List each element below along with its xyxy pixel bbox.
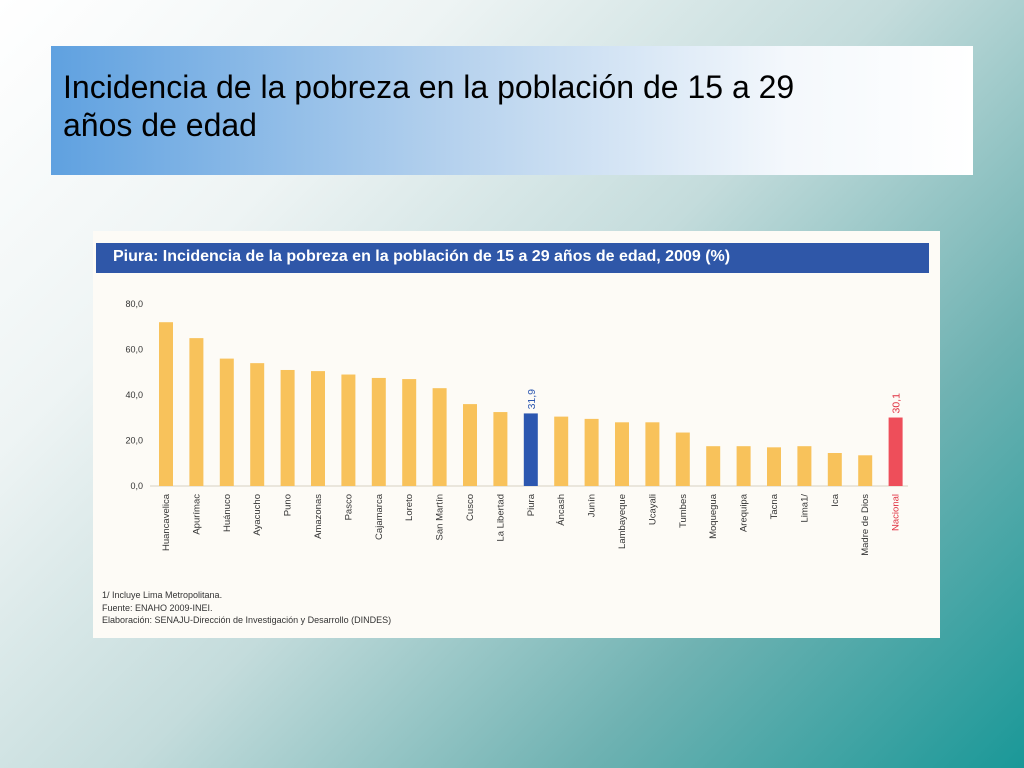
bar [402, 379, 417, 486]
slide-title-line-2: años de edad [63, 107, 257, 144]
bar [554, 416, 569, 486]
bar [675, 432, 690, 486]
x-tick-label: Madre de Dios [860, 494, 871, 556]
x-tick-label: Pasco [343, 494, 354, 520]
x-tick-label: Moquegua [708, 493, 719, 539]
x-tick-label: Arequipa [739, 493, 750, 532]
bar [280, 369, 295, 486]
chart-notes: 1/ Incluye Lima Metropolitana. Fuente: E… [102, 589, 391, 627]
bar [493, 412, 508, 486]
bar [219, 358, 234, 486]
bar [645, 422, 660, 486]
chart-title: Piura: Incidencia de la pobreza en la po… [113, 248, 731, 265]
chart-title-bar: Piura: Incidencia de la pobreza en la po… [96, 243, 929, 273]
chart-note: Elaboración: SENAJU-Dirección de Investi… [102, 615, 392, 625]
x-tick-label: Ucayali [647, 494, 658, 525]
bar [341, 374, 356, 486]
bar-chart: 0,0 20,0 40,0 60,0 80,0 Huancavelica Apurímac H… [125, 299, 908, 556]
x-tick-label: Huancavelica [161, 493, 172, 551]
chart-figure: Piura: Incidencia de la pobreza en la po… [93, 231, 940, 638]
y-tick-label: 60,0 [125, 345, 143, 355]
x-tick-label: Tacna [769, 493, 780, 519]
x-tick-label: Lima1/ [799, 494, 810, 523]
x-tick-label: Áncash [556, 494, 567, 526]
slide-title-line-1: Incidencia de la pobreza en la población… [63, 69, 795, 105]
bar [159, 322, 173, 486]
x-tick-label: Apurímac [191, 494, 202, 535]
data-label: 31,9 [526, 389, 538, 410]
bar [858, 455, 873, 486]
x-tick-label: Ayacucho [252, 494, 263, 536]
bar [736, 446, 751, 486]
data-label: 30,1 [891, 393, 903, 414]
x-tick-label: Junín [587, 494, 598, 517]
x-tick-label: Cajamarca [374, 493, 385, 540]
bar [584, 418, 599, 486]
x-tick-label: Cusco [465, 494, 476, 521]
slide-title: Incidencia de la pobreza en la población… [51, 46, 973, 175]
y-tick-label: 0,0 [130, 481, 143, 491]
x-tick-label: Amazonas [313, 494, 324, 539]
bar [706, 446, 721, 486]
bar [767, 447, 781, 486]
bar [523, 413, 538, 486]
bar [250, 363, 265, 486]
x-tick-label: Puno [283, 494, 294, 516]
bar [189, 338, 204, 486]
y-tick-label: 80,0 [125, 299, 143, 309]
x-tick-label: Lambayeque [617, 494, 628, 549]
x-tick-label: Nacional [891, 494, 902, 531]
x-tick-label: Tumbes [678, 494, 689, 528]
x-tick-label: Piura [526, 493, 537, 516]
bar [888, 417, 903, 486]
y-tick-label: 20,0 [125, 436, 143, 446]
bar [463, 404, 477, 486]
bar [432, 388, 447, 486]
x-tick-label: Ica [830, 493, 841, 506]
x-tick-label: La Libertad [495, 494, 506, 542]
chart-note: Fuente: ENAHO 2009-INEI. [102, 602, 213, 613]
x-tick-label: Loreto [404, 494, 415, 521]
bar [311, 371, 325, 486]
chart-note: 1/ Incluye Lima Metropolitana. [102, 590, 223, 600]
bar [615, 422, 629, 486]
bar [797, 446, 812, 486]
y-tick-label: 40,0 [125, 390, 143, 400]
bar [371, 377, 386, 486]
bar [827, 453, 842, 486]
x-tick-label: Huánuco [222, 494, 233, 532]
x-tick-label: San Martín [435, 494, 446, 540]
